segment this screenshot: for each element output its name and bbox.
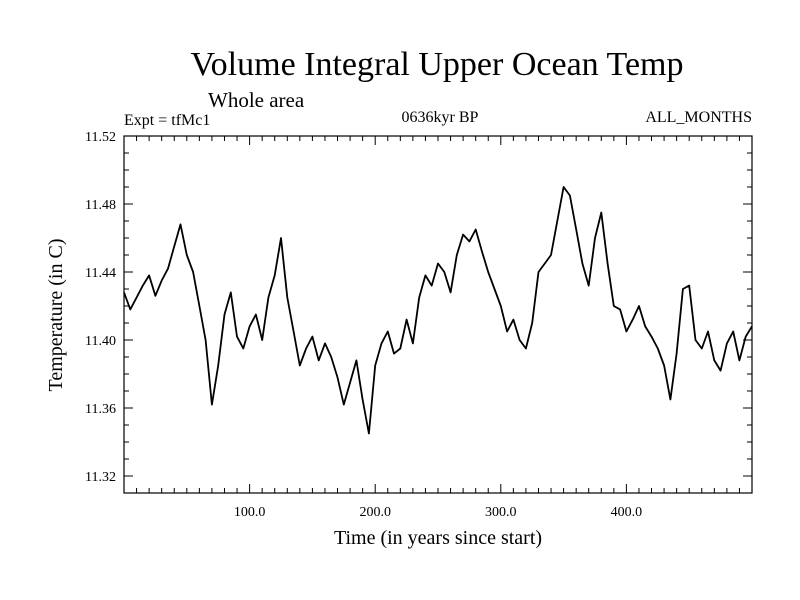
y-tick-label: 11.40 bbox=[85, 334, 116, 349]
chart-title: Volume Integral Upper Ocean Temp bbox=[191, 46, 684, 83]
months-label: ALL_MONTHS bbox=[645, 109, 752, 126]
y-tick-label: 11.32 bbox=[85, 470, 116, 485]
x-tick-label: 200.0 bbox=[359, 505, 391, 520]
period-label: 0636kyr BP bbox=[402, 109, 479, 126]
x-tick-label: 400.0 bbox=[611, 505, 643, 520]
x-axis-title: Time (in years since start) bbox=[334, 527, 542, 549]
plot-frame bbox=[123, 135, 753, 494]
x-tick-label: 100.0 bbox=[234, 505, 266, 520]
y-tick-label: 11.48 bbox=[85, 198, 116, 213]
y-axis-title: Temperature (in C) bbox=[45, 239, 67, 392]
x-tick-label: 300.0 bbox=[485, 505, 517, 520]
y-tick-label: 11.52 bbox=[85, 130, 116, 145]
experiment-label: Expt = tfMc1 bbox=[124, 112, 210, 129]
chart-subtitle: Whole area bbox=[208, 88, 305, 112]
y-tick-label: 11.44 bbox=[85, 266, 116, 281]
y-tick-label: 11.36 bbox=[85, 402, 116, 417]
series-line bbox=[123, 186, 753, 435]
